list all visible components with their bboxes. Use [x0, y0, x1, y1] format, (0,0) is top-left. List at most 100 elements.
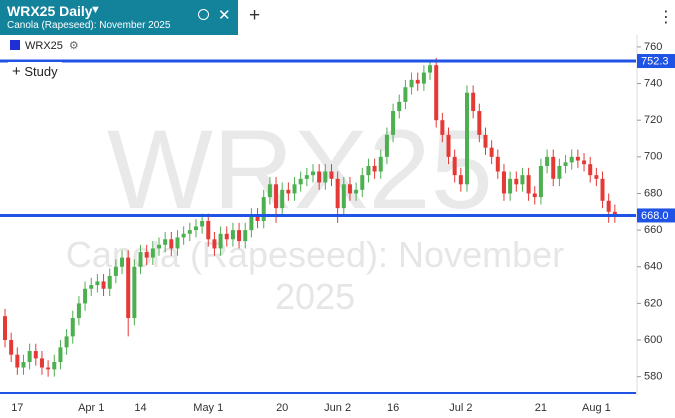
- candle-body: [304, 175, 309, 179]
- candle-body: [237, 230, 242, 242]
- candle-body: [403, 87, 408, 102]
- candle-body: [163, 239, 168, 245]
- candle-body: [52, 362, 57, 370]
- candle-body: [193, 226, 198, 231]
- watermark-description: Canola (Rapeseed): November 2025: [65, 234, 565, 317]
- legend-symbol: WRX25: [25, 40, 63, 52]
- candle-body: [354, 189, 359, 194]
- candle-body: [600, 178, 605, 201]
- candle-body: [335, 178, 340, 209]
- candle-body: [575, 156, 580, 161]
- candle-body: [347, 184, 352, 194]
- watermark-symbol: WRX25: [107, 107, 493, 232]
- candle-body: [169, 239, 174, 249]
- candle-body: [397, 101, 402, 112]
- candle-body: [582, 160, 587, 165]
- x-tick-label: Apr 1: [78, 402, 104, 414]
- candle-body: [181, 233, 186, 238]
- candle-body: [33, 351, 38, 359]
- candle-body: [120, 257, 125, 267]
- settings-icon[interactable]: ⚙: [68, 40, 79, 52]
- candle-body: [495, 156, 500, 172]
- candle-body: [292, 184, 297, 194]
- tab-subtitle: Canola (Rapeseed): November 2025: [7, 20, 171, 31]
- candle-body: [366, 165, 371, 176]
- x-tick-label: May 1: [193, 402, 223, 414]
- candle-body: [514, 178, 519, 185]
- candle-body: [89, 285, 94, 289]
- legend[interactable]: WRX25 ⚙: [6, 37, 83, 54]
- x-tick-label: 14: [134, 402, 146, 414]
- candle-body: [446, 134, 451, 157]
- x-tick-label: 17: [11, 402, 23, 414]
- add-tab[interactable]: +: [249, 5, 261, 26]
- candle-body: [311, 171, 315, 176]
- dropdown-icon[interactable]: ▼: [90, 4, 101, 16]
- candle-body: [249, 215, 254, 231]
- candle-body: [520, 175, 525, 185]
- study-button[interactable]: + Study: [8, 62, 62, 81]
- x-tick-label: Aug 1: [582, 402, 611, 414]
- candle-body: [588, 164, 593, 176]
- candle-body: [200, 220, 205, 227]
- close-icon[interactable]: ✕: [218, 7, 231, 24]
- candle-body: [341, 184, 346, 209]
- candle-body: [280, 189, 285, 209]
- candle-body: [274, 184, 279, 209]
- level-label-box: [637, 54, 675, 69]
- candle-body: [532, 193, 537, 198]
- candle-body: [261, 197, 266, 221]
- candle-body: [157, 244, 161, 249]
- candle-body: [267, 184, 272, 198]
- candle-body: [70, 318, 75, 337]
- candle-body: [187, 230, 192, 234]
- tab-title: WRX25 Daily: [7, 3, 93, 19]
- candle-body: [508, 178, 513, 194]
- x-tick-label: 20: [276, 402, 288, 414]
- candle-body: [391, 111, 396, 135]
- y-tick-label: 620: [644, 297, 662, 309]
- candle-body: [563, 162, 568, 166]
- candle-body: [465, 92, 469, 185]
- x-tick-label: 21: [535, 402, 547, 414]
- candle-body: [538, 165, 543, 198]
- candle-body: [594, 175, 599, 179]
- candle-body: [378, 156, 383, 172]
- candle-body: [372, 165, 377, 172]
- candle-body: [606, 200, 611, 212]
- y-tick-label: 720: [644, 114, 662, 126]
- candle-body: [428, 65, 433, 73]
- candle-body: [415, 79, 420, 84]
- candle-body: [212, 239, 217, 249]
- symbol-tab[interactable]: WRX25 Daily ▼ Canola (Rapeseed): Novembe…: [0, 0, 238, 35]
- candle-body: [3, 316, 7, 341]
- candle-body: [298, 178, 303, 185]
- candle-body: [489, 147, 494, 157]
- y-tick-label: 760: [644, 41, 662, 53]
- candle-body: [95, 281, 100, 286]
- candle-body: [471, 92, 476, 112]
- candle-body: [329, 171, 334, 179]
- y-tick-label: 700: [644, 151, 662, 163]
- status-icon[interactable]: [198, 9, 209, 20]
- candle-body: [421, 72, 426, 84]
- legend-swatch: [10, 40, 20, 50]
- candle-body: [551, 156, 556, 179]
- level-label-box: [637, 208, 675, 223]
- candle-body: [545, 156, 550, 166]
- candle-body: [27, 351, 32, 363]
- candle-body: [64, 336, 69, 348]
- candle-body: [230, 230, 235, 240]
- candle-body: [384, 134, 389, 157]
- y-tick-label: 580: [644, 371, 662, 383]
- level-label: 752.3: [641, 55, 669, 67]
- candle-body: [58, 347, 63, 363]
- menu[interactable]: ⋮: [658, 9, 674, 26]
- y-tick-label: 660: [644, 224, 662, 236]
- candle-body: [101, 281, 106, 289]
- candle-body: [458, 175, 463, 185]
- candle-body: [434, 65, 439, 121]
- candle-body: [107, 275, 112, 289]
- candle-body: [526, 175, 531, 194]
